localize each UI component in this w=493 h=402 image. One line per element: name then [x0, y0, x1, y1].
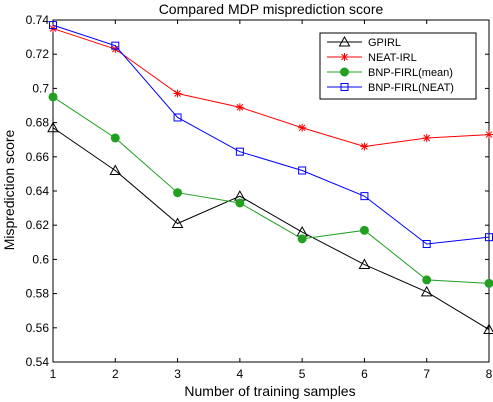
legend-marker — [338, 35, 351, 47]
y-tick-label: 0.56 — [26, 321, 50, 335]
x-tick-label: 3 — [174, 367, 181, 381]
axis-ticks: 1 2 3 4 5 6 7 8 0.54 0.56 0.58 0.6 0.62 0.64 0.66 0.68 0… — [26, 13, 493, 381]
data-point — [173, 188, 183, 198]
data-point — [420, 285, 433, 297]
y-tick-label: 0.62 — [26, 218, 50, 232]
y-tick-label: 0.66 — [26, 150, 50, 164]
y-tick-label: 0.68 — [26, 116, 50, 130]
data-point — [235, 103, 244, 112]
legend-label: GPIRL — [368, 37, 401, 49]
series-line — [52, 127, 490, 330]
x-tick-label: 6 — [361, 367, 368, 381]
data-point — [422, 240, 431, 249]
y-tick-label: 0.72 — [26, 47, 50, 61]
x-tick-label: 7 — [423, 367, 430, 381]
data-point — [297, 234, 307, 244]
series-layer — [47, 21, 493, 335]
data-point — [109, 164, 122, 175]
data-point — [360, 192, 369, 201]
data-point — [173, 113, 182, 122]
data-point — [483, 323, 493, 335]
data-point — [47, 121, 59, 133]
data-point — [173, 89, 182, 98]
data-point — [171, 217, 184, 228]
legend-marker — [340, 53, 349, 61]
data-point — [48, 92, 58, 102]
y-tick-label: 0.7 — [32, 81, 49, 95]
x-axis-label: Number of training samples — [184, 383, 355, 399]
data-point — [298, 123, 307, 132]
data-point — [484, 278, 493, 288]
y-tick-label: 0.6 — [32, 252, 49, 266]
series-line — [52, 28, 490, 148]
legend-label: BNP-FIRL(mean) — [368, 67, 453, 79]
series-line — [52, 96, 490, 284]
y-tick-label: 0.58 — [26, 287, 50, 301]
legend-label: NEAT-IRL — [368, 52, 417, 64]
legend-marker — [340, 67, 349, 77]
y-axis-label: Misprediction score — [1, 129, 17, 250]
legend-marker — [340, 83, 349, 91]
series-line — [52, 24, 490, 245]
x-tick-label: 5 — [299, 367, 306, 381]
data-point — [360, 142, 369, 151]
series-3 — [49, 21, 493, 249]
legend-label: BNP-FIRL(NEAT) — [368, 82, 454, 94]
data-point — [422, 275, 432, 285]
data-point — [359, 225, 369, 235]
x-tick-label: 4 — [237, 367, 244, 381]
series-0 — [47, 121, 493, 335]
data-point — [358, 258, 371, 270]
y-tick-label: 0.54 — [26, 355, 50, 369]
data-point — [235, 198, 245, 208]
data-point — [235, 147, 244, 156]
series-2 — [48, 92, 493, 288]
data-point — [298, 166, 307, 175]
data-point — [111, 41, 120, 50]
chart-title: Compared MDP misprediction score — [159, 1, 384, 17]
data-point — [485, 130, 493, 139]
y-tick-label: 0.64 — [26, 184, 50, 198]
data-point — [110, 133, 120, 143]
x-tick-label: 1 — [50, 367, 57, 381]
x-tick-label: 2 — [112, 367, 119, 381]
x-tick-label: 8 — [486, 367, 493, 381]
y-tick-label: 0.74 — [26, 13, 50, 27]
data-point — [49, 21, 57, 30]
data-point — [422, 133, 431, 142]
legend: GPIRL NEAT-IRL BNP-FIRL(mean) BNP-FIRL(NEAT… — [319, 32, 477, 100]
legend-box — [319, 32, 477, 100]
